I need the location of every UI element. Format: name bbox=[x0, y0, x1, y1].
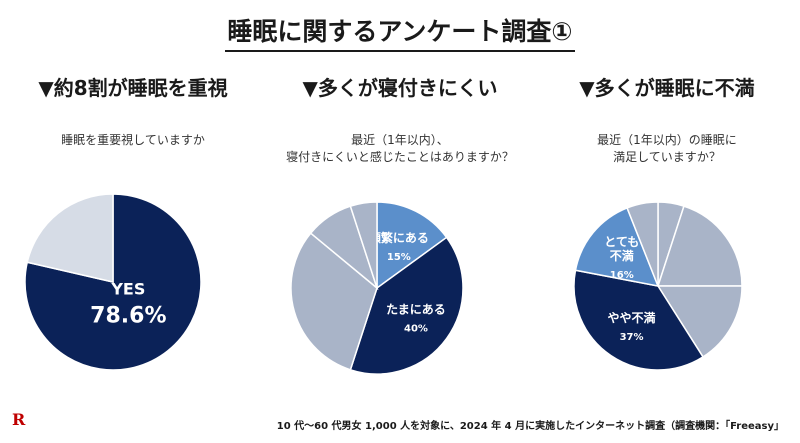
slice-value-label: 16% bbox=[610, 270, 634, 281]
slice-value-label: 78.6% bbox=[90, 303, 166, 328]
pie-slice-other-4 bbox=[349, 201, 378, 289]
pie-slice-other-5 bbox=[626, 201, 659, 287]
panel-question: 睡眠を重要視していますか bbox=[61, 133, 205, 147]
pie-chart-importance: YES 78.6% bbox=[24, 193, 202, 371]
pie-slice-other-2 bbox=[290, 232, 378, 371]
panel-heading: ▼多くが寝付きにくい bbox=[302, 76, 498, 100]
pie-slice-やや不満 bbox=[573, 269, 705, 371]
panel-sleep-importance: ▼約8割が睡眠を重視 睡眠を重要視していますか YES 78.6% bbox=[0, 72, 266, 402]
panel-heading: ▼多くが睡眠に不満 bbox=[579, 76, 755, 100]
panel-sleep-satisfaction: ▼多くが睡眠に不満 最近（1年以内）の睡眠に 満足していますか？ やや不満 37%… bbox=[534, 72, 800, 402]
slice-label: YES bbox=[110, 279, 145, 298]
panel-sleep-onset: ▼多くが寝付きにくい 最近（1年以内）、 寝付きにくいと感じたことはありますか？… bbox=[267, 72, 533, 402]
slice-value-label: 40% bbox=[404, 323, 428, 334]
panel-question: 最近（1年以内）、 寝付きにくいと感じたことはありますか？ bbox=[286, 133, 514, 164]
pie-slice-other-1 bbox=[656, 205, 743, 287]
slice-value-label: 15% bbox=[387, 252, 411, 263]
slice-label: 不満 bbox=[610, 248, 634, 263]
pie-chart-onset: 頻繁にある 15% たまにある 40% bbox=[290, 201, 464, 375]
slice-label: 頻繁にある bbox=[369, 230, 429, 245]
survey-footnote: 10 代～60 代男女 1,000 人を対象に、2024 年 4 月に実施したイ… bbox=[276, 421, 784, 432]
slice-label: とても bbox=[604, 235, 639, 249]
page-title: 睡眠に関するアンケート調査① bbox=[0, 12, 800, 52]
slice-value-label: 37% bbox=[620, 332, 644, 343]
pie-slice-other-2 bbox=[656, 285, 743, 358]
panel-question: 最近（1年以内）の睡眠に 満足していますか？ bbox=[597, 133, 737, 164]
panel-heading: ▼約8割が睡眠を重視 bbox=[38, 76, 228, 100]
slice-label: やや不満 bbox=[608, 310, 656, 325]
pie-slice-頻繁にある bbox=[376, 201, 448, 290]
pie-slice-たまにある bbox=[349, 236, 464, 375]
brand-logo: R bbox=[12, 410, 26, 429]
pie-slice-other-1 bbox=[26, 193, 114, 283]
slice-label: たまにある bbox=[386, 302, 446, 316]
pie-slice-とても不満 bbox=[574, 206, 660, 287]
